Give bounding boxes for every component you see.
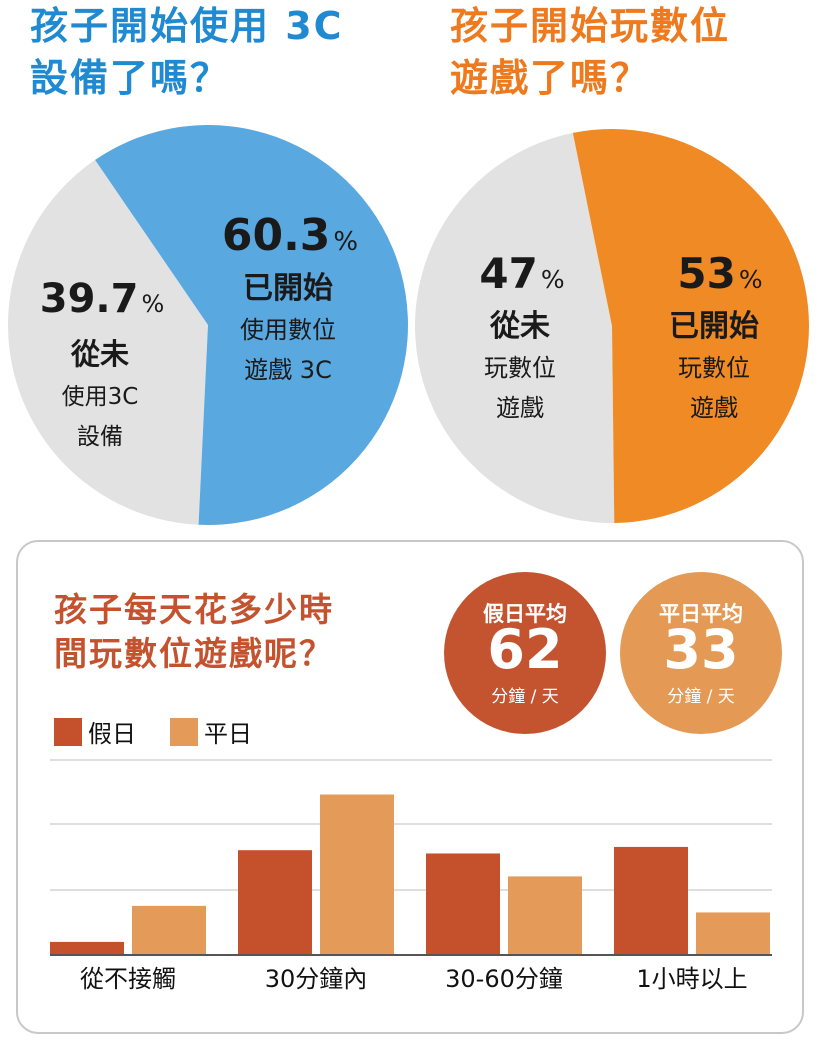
- right-never-value-text: 47%: [479, 249, 564, 298]
- weekday-average-value: 33: [663, 618, 739, 681]
- bar-holiday-0: [50, 941, 124, 955]
- left-started-pct: %: [333, 227, 358, 257]
- holiday-average-badge: 假日平均 62 分鐘 / 天: [444, 572, 606, 734]
- panel-title: 孩子每天花多少時 間玩數位遊戲呢？: [54, 588, 334, 676]
- panel-title-line2: 間玩數位遊戲呢？: [54, 634, 334, 673]
- right-pie-slice-started: [572, 129, 809, 523]
- right-started-sub2: 遊戲: [690, 394, 738, 422]
- left-pie-slice-started: [95, 125, 408, 526]
- legend-item-holiday: 假日: [54, 714, 136, 749]
- legend-swatch-weekday: [170, 717, 198, 746]
- left-never-value: 39.7: [40, 276, 139, 322]
- right-pie-title: 孩子開始玩數位 遊戲了嗎？: [450, 0, 730, 104]
- left-never-sub2: 設備: [77, 424, 123, 450]
- left-never-label: 從未: [70, 337, 129, 371]
- category-label-3: 1小時以上: [636, 965, 747, 993]
- right-started-label: 已開始: [669, 309, 759, 344]
- right-never-sub1: 玩數位: [484, 354, 556, 382]
- bar-holiday-1: [238, 850, 312, 955]
- right-never-sub2: 遊戲: [496, 394, 544, 422]
- bar-weekday-0: [132, 905, 206, 955]
- bar-weekday-2: [508, 876, 582, 955]
- holiday-average-unit: 分鐘 / 天: [491, 687, 559, 707]
- left-pie-slice-never: [7, 159, 209, 525]
- bar-holiday-2: [426, 853, 500, 955]
- right-never-value: 47: [479, 249, 537, 298]
- left-started-label: 已開始: [243, 271, 333, 306]
- bar-legend: 假日 平日: [54, 714, 286, 749]
- daily-time-panel: 孩子每天花多少時 間玩數位遊戲呢？ 假日平均 62 分鐘 / 天 平日平均 33…: [16, 540, 804, 1034]
- left-started-sub1: 使用數位: [240, 316, 336, 344]
- bar-weekday-1: [320, 794, 394, 955]
- left-never-value-text: 39.7%: [40, 276, 165, 322]
- category-label-1: 30分鐘內: [265, 965, 368, 993]
- panel-title-line1: 孩子每天花多少時: [54, 590, 334, 629]
- daily-time-bar-chart: 從不接觸 30分鐘內 30-60分鐘 1小時以上: [50, 759, 772, 993]
- bar-weekday-3: [696, 912, 770, 955]
- right-never-label: 從未: [489, 309, 550, 344]
- left-started-value-text: 60.3%: [222, 210, 358, 261]
- legend-item-weekday: 平日: [170, 714, 252, 749]
- left-pie-title-line2: 設備了嗎？: [30, 56, 231, 100]
- weekday-average-badge: 平日平均 33 分鐘 / 天: [620, 572, 782, 734]
- legend-label-holiday: 假日: [88, 720, 136, 748]
- left-started-value: 60.3: [222, 210, 331, 261]
- left-started-sub2: 遊戲 3C: [244, 356, 332, 384]
- right-started-value-text: 53%: [677, 249, 762, 298]
- legend-label-weekday: 平日: [204, 720, 252, 748]
- right-pie-title-line1: 孩子開始玩數位: [450, 4, 731, 48]
- right-pie-title-line2: 遊戲了嗎？: [450, 56, 651, 100]
- left-pie-title: 孩子開始使用 3C 設備了嗎？: [30, 0, 344, 104]
- category-label-0: 從不接觸: [80, 965, 176, 993]
- left-pie-chart: 60.3% 已開始 使用數位 遊戲 3C 39.7% 從未 使用3C 設備: [7, 125, 408, 526]
- right-started-value: 53: [677, 249, 735, 298]
- right-started-pct: %: [739, 265, 763, 294]
- left-never-sub1: 使用3C: [62, 384, 139, 410]
- weekday-average-unit: 分鐘 / 天: [667, 687, 735, 707]
- right-pie-slice-never: [414, 132, 615, 524]
- holiday-average-label: 假日平均: [483, 602, 567, 626]
- right-started-sub1: 玩數位: [678, 354, 750, 382]
- legend-swatch-holiday: [54, 717, 82, 746]
- right-never-pct: %: [541, 265, 565, 294]
- right-pie-chart: 53% 已開始 玩數位 遊戲 47% 從未 玩數位 遊戲: [414, 129, 809, 524]
- left-pie-title-line1: 孩子開始使用 3C: [30, 4, 344, 48]
- holiday-average-value: 62: [487, 618, 563, 681]
- weekday-average-label: 平日平均: [659, 602, 743, 626]
- left-never-pct: %: [141, 290, 164, 318]
- bar-holiday-3: [614, 846, 688, 955]
- category-label-2: 30-60分鐘: [445, 965, 563, 993]
